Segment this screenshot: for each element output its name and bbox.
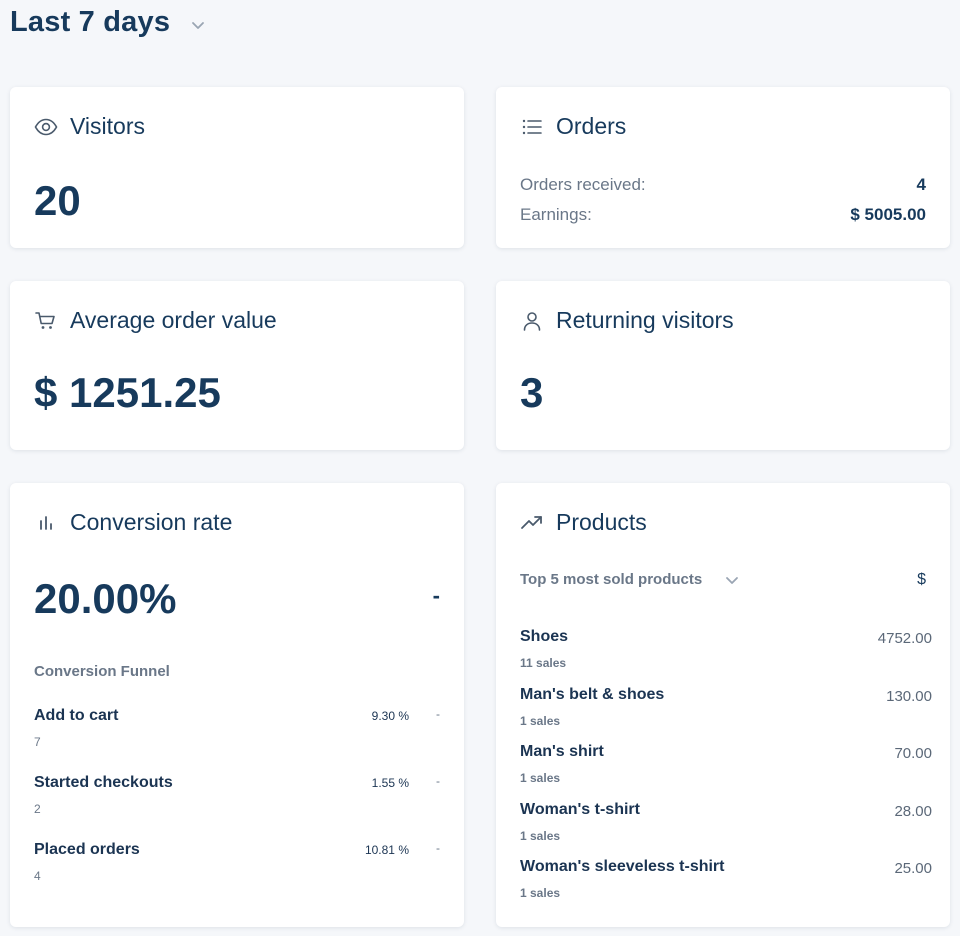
trending-up-icon	[521, 515, 542, 529]
product-name: Woman's sleeveless t-shirt	[520, 858, 725, 875]
earnings-value: $ 5005.00	[850, 205, 926, 224]
product-row: Man's belt & shoes 1 sales 130.00	[520, 686, 932, 736]
returning-visitors-value: 3	[520, 369, 544, 416]
earnings-label: Earnings:	[520, 205, 592, 224]
currency-symbol: $	[917, 571, 926, 588]
visitors-title: Visitors	[70, 113, 145, 139]
funnel-step-count: 7	[34, 735, 41, 749]
earnings-row: Earnings: $ 5005.00	[520, 205, 926, 225]
product-sales: 1 sales	[520, 714, 561, 728]
funnel-row-started-checkouts: Started checkouts 2 1.55 % -	[34, 774, 440, 824]
products-title: Products	[556, 509, 647, 535]
orders-card: Orders Orders received: 4 Earnings: $ 50…	[496, 87, 950, 248]
product-row: Shoes 11 sales 4752.00	[520, 628, 932, 678]
product-amount: 70.00	[894, 745, 932, 762]
list-icon	[522, 119, 542, 134]
product-sales: 1 sales	[520, 886, 561, 900]
funnel-step-percent: 9.30 %	[371, 709, 409, 723]
funnel-step-percent: 10.81 %	[364, 843, 409, 857]
chevron-down-icon	[192, 21, 205, 29]
product-row: Woman's t-shirt 1 sales 28.00	[520, 801, 932, 851]
bar-chart-icon	[40, 515, 52, 530]
returning-visitors-card: Returning visitors 3	[496, 281, 950, 450]
product-name: Woman's t-shirt	[520, 801, 640, 818]
conversion-rate-title: Conversion rate	[70, 509, 233, 535]
conversion-rate-card: Conversion rate 20.00% - Conversion Funn…	[10, 483, 464, 927]
orders-received-row: Orders received: 4	[520, 175, 926, 195]
product-name: Man's shirt	[520, 743, 604, 760]
funnel-step-name: Started checkouts	[34, 774, 173, 791]
funnel-step-count: 4	[34, 869, 41, 883]
cart-icon	[35, 311, 55, 329]
funnel-step-name: Placed orders	[34, 841, 140, 858]
visitors-value: 20	[34, 177, 81, 224]
product-sales: 1 sales	[520, 829, 561, 843]
period-label: Last 7 days	[10, 6, 171, 38]
returning-visitors-title: Returning visitors	[556, 307, 734, 333]
orders-title: Orders	[556, 113, 627, 139]
product-amount: 130.00	[886, 688, 932, 705]
product-row: Woman's sleeveless t-shirt 1 sales 25.00	[520, 858, 932, 908]
products-card: Products Top 5 most sold products $ Shoe…	[496, 483, 950, 927]
products-filter-label: Top 5 most sold products	[520, 571, 703, 588]
visitors-card: Visitors 20	[10, 87, 464, 248]
product-amount: 25.00	[894, 860, 932, 877]
orders-received-label: Orders received:	[520, 175, 646, 194]
eye-icon	[34, 118, 58, 135]
conversion-funnel-title: Conversion Funnel	[34, 663, 170, 680]
products-filter-select[interactable]: Top 5 most sold products	[520, 571, 740, 588]
average-order-value-title: Average order value	[70, 307, 277, 333]
orders-received-value: 4	[916, 175, 926, 194]
product-name: Man's belt & shoes	[520, 686, 665, 703]
product-amount: 4752.00	[877, 630, 932, 647]
average-order-value: $ 1251.25	[34, 369, 221, 416]
conversion-rate-value: 20.00%	[34, 575, 177, 622]
product-sales: 11 sales	[520, 656, 567, 670]
funnel-row-placed-orders: Placed orders 4 10.81 % -	[34, 841, 440, 891]
chevron-down-icon	[726, 576, 739, 584]
product-sales: 1 sales	[520, 771, 561, 785]
funnel-step-change: -	[436, 707, 440, 721]
product-row: Man's shirt 1 sales 70.00	[520, 743, 932, 793]
funnel-step-count: 2	[34, 802, 41, 816]
product-amount: 28.00	[894, 803, 932, 820]
period-selector[interactable]: Last 7 days	[10, 6, 206, 39]
funnel-row-add-to-cart: Add to cart 7 9.30 % -	[34, 707, 440, 757]
product-name: Shoes	[520, 628, 569, 645]
user-icon	[523, 311, 541, 331]
funnel-step-change: -	[436, 774, 440, 788]
funnel-step-name: Add to cart	[34, 707, 119, 724]
funnel-step-percent: 1.55 %	[371, 776, 409, 790]
funnel-step-change: -	[436, 841, 440, 855]
conversion-rate-change: -	[432, 583, 440, 608]
average-order-value-card: Average order value $ 1251.25	[10, 281, 464, 450]
